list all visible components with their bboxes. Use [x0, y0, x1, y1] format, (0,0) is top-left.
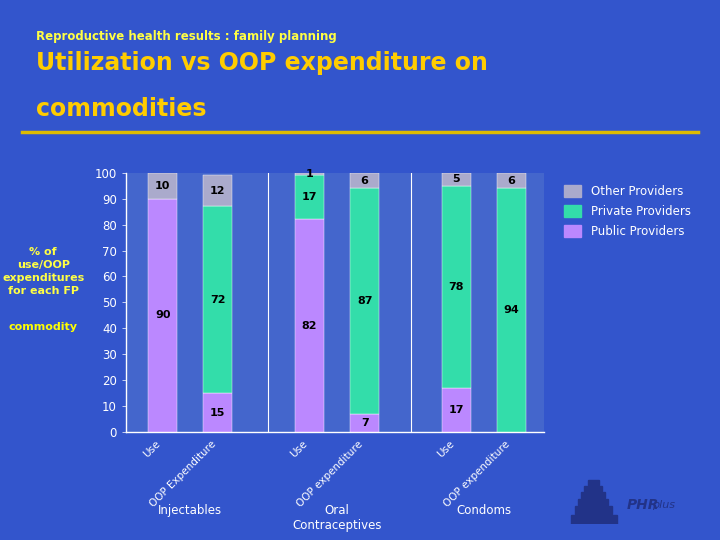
- Bar: [295, 173, 324, 176]
- Bar: [350, 414, 379, 432]
- Text: 10: 10: [155, 181, 171, 191]
- Text: Injectables: Injectables: [158, 504, 222, 517]
- Bar: [442, 388, 471, 432]
- Text: commodity: commodity: [9, 322, 78, 332]
- Text: 5: 5: [453, 174, 460, 184]
- Text: plus: plus: [652, 500, 675, 510]
- Text: 72: 72: [210, 295, 225, 305]
- Bar: [203, 206, 233, 393]
- Text: Oral
Contraceptives: Oral Contraceptives: [292, 504, 382, 532]
- Text: 6: 6: [361, 176, 369, 186]
- Bar: [203, 393, 233, 432]
- Text: Reproductive health results : family planning: Reproductive health results : family pla…: [36, 30, 337, 43]
- Polygon shape: [572, 515, 616, 524]
- Polygon shape: [581, 492, 605, 497]
- Bar: [295, 176, 324, 219]
- Bar: [350, 188, 379, 414]
- Bar: [442, 173, 471, 186]
- Text: 90: 90: [155, 310, 171, 320]
- Text: 17: 17: [449, 405, 464, 415]
- Text: 15: 15: [210, 408, 225, 417]
- Bar: [497, 188, 526, 432]
- Bar: [203, 176, 233, 206]
- Text: Use: Use: [436, 439, 456, 460]
- Text: 7: 7: [361, 418, 369, 428]
- Text: % of
use/OOP
expenditures
for each FP: % of use/OOP expenditures for each FP: [2, 247, 84, 309]
- Text: Utilization vs OOP expenditure on: Utilization vs OOP expenditure on: [36, 51, 488, 75]
- Legend: Other Providers, Private Providers, Public Providers: Other Providers, Private Providers, Publ…: [558, 179, 697, 244]
- Polygon shape: [585, 486, 602, 491]
- Bar: [148, 173, 177, 199]
- Polygon shape: [577, 498, 608, 505]
- Text: 6: 6: [508, 176, 516, 186]
- Text: 94: 94: [503, 305, 519, 315]
- Text: 17: 17: [302, 192, 318, 202]
- Text: 78: 78: [449, 282, 464, 292]
- Text: 1: 1: [306, 169, 313, 179]
- Bar: [148, 199, 177, 432]
- Text: Condoms: Condoms: [456, 504, 511, 517]
- Bar: [295, 219, 324, 432]
- Polygon shape: [575, 507, 612, 514]
- Text: 87: 87: [357, 296, 372, 306]
- Polygon shape: [588, 480, 599, 485]
- Text: Use: Use: [142, 439, 163, 460]
- Text: commodities: commodities: [36, 97, 207, 121]
- Text: OOP expenditure: OOP expenditure: [441, 439, 511, 509]
- Text: PHR: PHR: [626, 498, 659, 512]
- Text: Use: Use: [289, 439, 310, 460]
- Bar: [497, 173, 526, 188]
- Text: OOP expenditure: OOP expenditure: [294, 439, 364, 509]
- Bar: [442, 186, 471, 388]
- Text: 12: 12: [210, 186, 225, 196]
- Text: OOP Expenditure: OOP Expenditure: [148, 439, 217, 509]
- Text: 82: 82: [302, 321, 318, 330]
- Bar: [350, 173, 379, 188]
